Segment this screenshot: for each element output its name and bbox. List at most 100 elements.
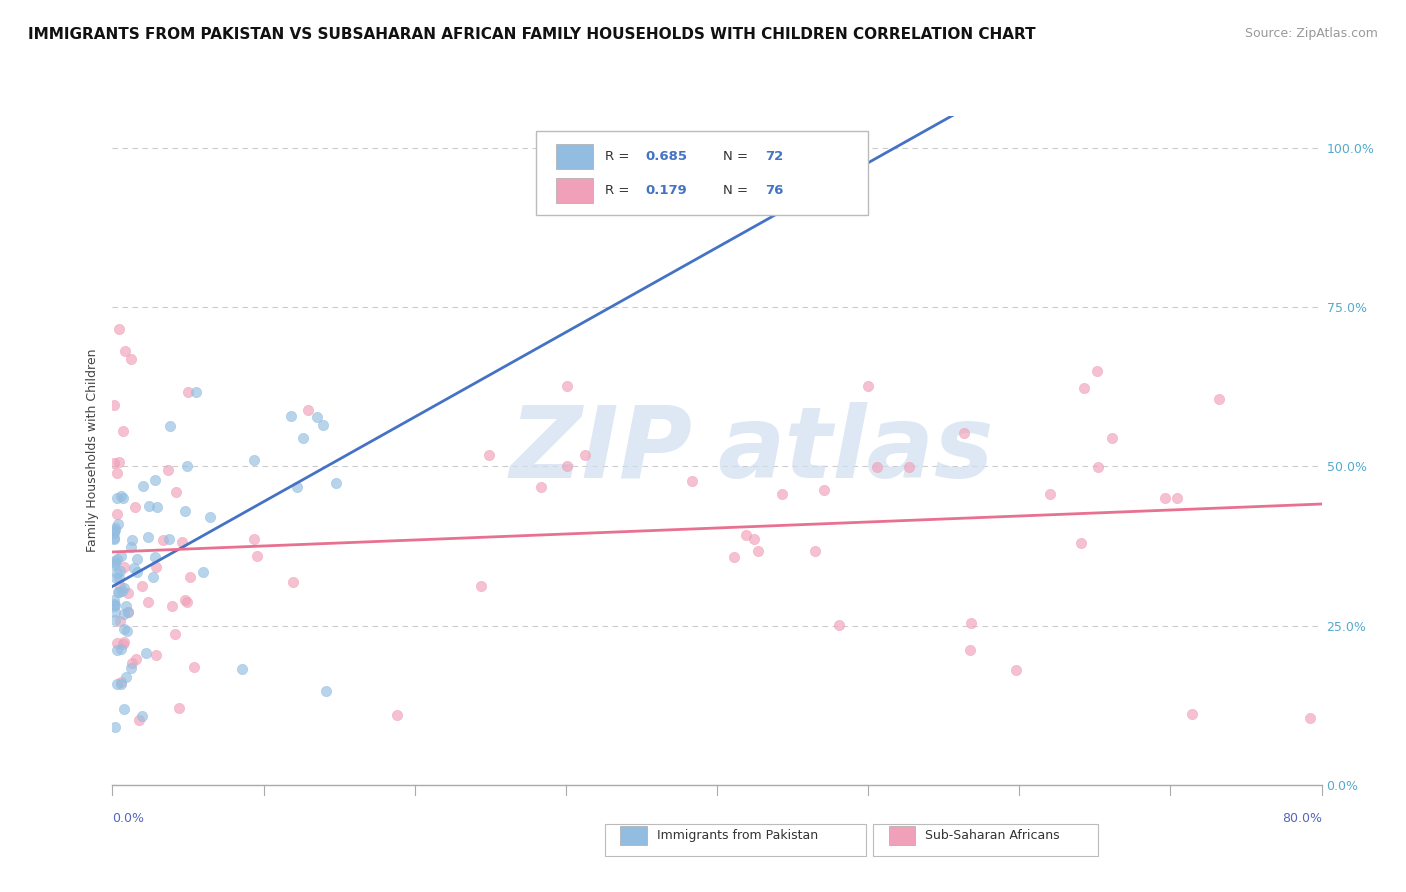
- Point: [1208, 392, 1230, 407]
- Point: [127, 552, 149, 566]
- Bar: [557, 178, 592, 203]
- Point: [145, 559, 167, 574]
- Y-axis label: Family Households with Children: Family Households with Children: [86, 349, 100, 552]
- Point: [104, 598, 127, 612]
- Point: [856, 379, 879, 393]
- Point: [122, 561, 145, 575]
- Point: [117, 605, 139, 619]
- Point: [179, 570, 201, 584]
- Point: [1005, 663, 1028, 677]
- Point: [231, 662, 253, 676]
- Point: [105, 552, 128, 566]
- Point: [114, 670, 136, 684]
- Point: [157, 533, 180, 547]
- Point: [108, 322, 131, 336]
- Point: [103, 599, 125, 614]
- Point: [121, 656, 143, 670]
- Text: R =: R =: [605, 184, 633, 197]
- Text: atlas: atlas: [717, 402, 994, 499]
- Point: [103, 398, 125, 412]
- Point: [108, 571, 131, 585]
- Point: [152, 533, 174, 547]
- Point: [112, 635, 135, 649]
- Point: [285, 480, 308, 494]
- Point: [131, 709, 153, 723]
- Point: [105, 491, 128, 505]
- Point: [160, 599, 183, 614]
- Point: [174, 503, 197, 517]
- Point: [117, 605, 139, 619]
- Point: [186, 384, 208, 399]
- Point: [121, 533, 143, 547]
- Point: [1101, 432, 1123, 446]
- Point: [557, 379, 579, 393]
- Point: [138, 499, 160, 513]
- Point: [112, 607, 135, 621]
- Point: [772, 487, 794, 501]
- Point: [104, 605, 127, 619]
- Point: [107, 585, 129, 599]
- Bar: [889, 826, 915, 846]
- Point: [115, 599, 138, 614]
- Point: [112, 559, 135, 574]
- Point: [114, 344, 136, 359]
- Point: [103, 531, 125, 545]
- Point: [1166, 491, 1188, 505]
- Text: 0.179: 0.179: [645, 184, 688, 197]
- Point: [105, 566, 128, 581]
- Point: [103, 558, 125, 572]
- Point: [103, 532, 125, 546]
- FancyBboxPatch shape: [536, 131, 868, 215]
- Point: [138, 595, 160, 609]
- Point: [120, 540, 142, 554]
- Point: [146, 500, 169, 514]
- Point: [132, 479, 155, 493]
- Point: [243, 453, 266, 467]
- Point: [108, 585, 131, 599]
- Point: [385, 708, 408, 723]
- Point: [117, 586, 139, 600]
- FancyBboxPatch shape: [873, 824, 1098, 856]
- Point: [167, 701, 190, 715]
- Point: [108, 564, 131, 578]
- Point: [105, 642, 128, 657]
- Point: [1073, 381, 1095, 395]
- Point: [176, 459, 198, 474]
- Point: [1181, 706, 1204, 721]
- Point: [681, 475, 703, 489]
- Point: [117, 624, 139, 638]
- Point: [297, 403, 319, 417]
- Point: [105, 507, 128, 521]
- Text: Source: ZipAtlas.com: Source: ZipAtlas.com: [1244, 27, 1378, 40]
- Point: [734, 527, 756, 541]
- Point: [120, 351, 142, 366]
- Point: [747, 544, 769, 558]
- Bar: [557, 145, 592, 169]
- Text: 80.0%: 80.0%: [1282, 812, 1322, 825]
- Point: [291, 431, 314, 445]
- Point: [574, 448, 596, 462]
- Point: [960, 615, 983, 630]
- FancyBboxPatch shape: [605, 824, 866, 856]
- Point: [742, 533, 765, 547]
- Point: [174, 592, 197, 607]
- Text: IMMIGRANTS FROM PAKISTAN VS SUBSAHARAN AFRICAN FAMILY HOUSEHOLDS WITH CHILDREN C: IMMIGRANTS FROM PAKISTAN VS SUBSAHARAN A…: [28, 27, 1036, 42]
- Point: [111, 424, 134, 438]
- Point: [103, 592, 125, 607]
- Point: [953, 426, 976, 441]
- Point: [104, 720, 127, 734]
- Point: [145, 648, 167, 662]
- Point: [103, 598, 125, 612]
- Point: [138, 530, 160, 544]
- Text: R =: R =: [605, 150, 633, 163]
- Point: [112, 622, 135, 636]
- Point: [110, 642, 132, 657]
- Point: [1154, 491, 1177, 505]
- Point: [176, 595, 198, 609]
- Text: N =: N =: [723, 150, 752, 163]
- Text: ZIP: ZIP: [510, 402, 693, 499]
- Point: [1087, 459, 1109, 474]
- Point: [142, 570, 165, 584]
- Point: [470, 579, 492, 593]
- Point: [555, 459, 578, 474]
